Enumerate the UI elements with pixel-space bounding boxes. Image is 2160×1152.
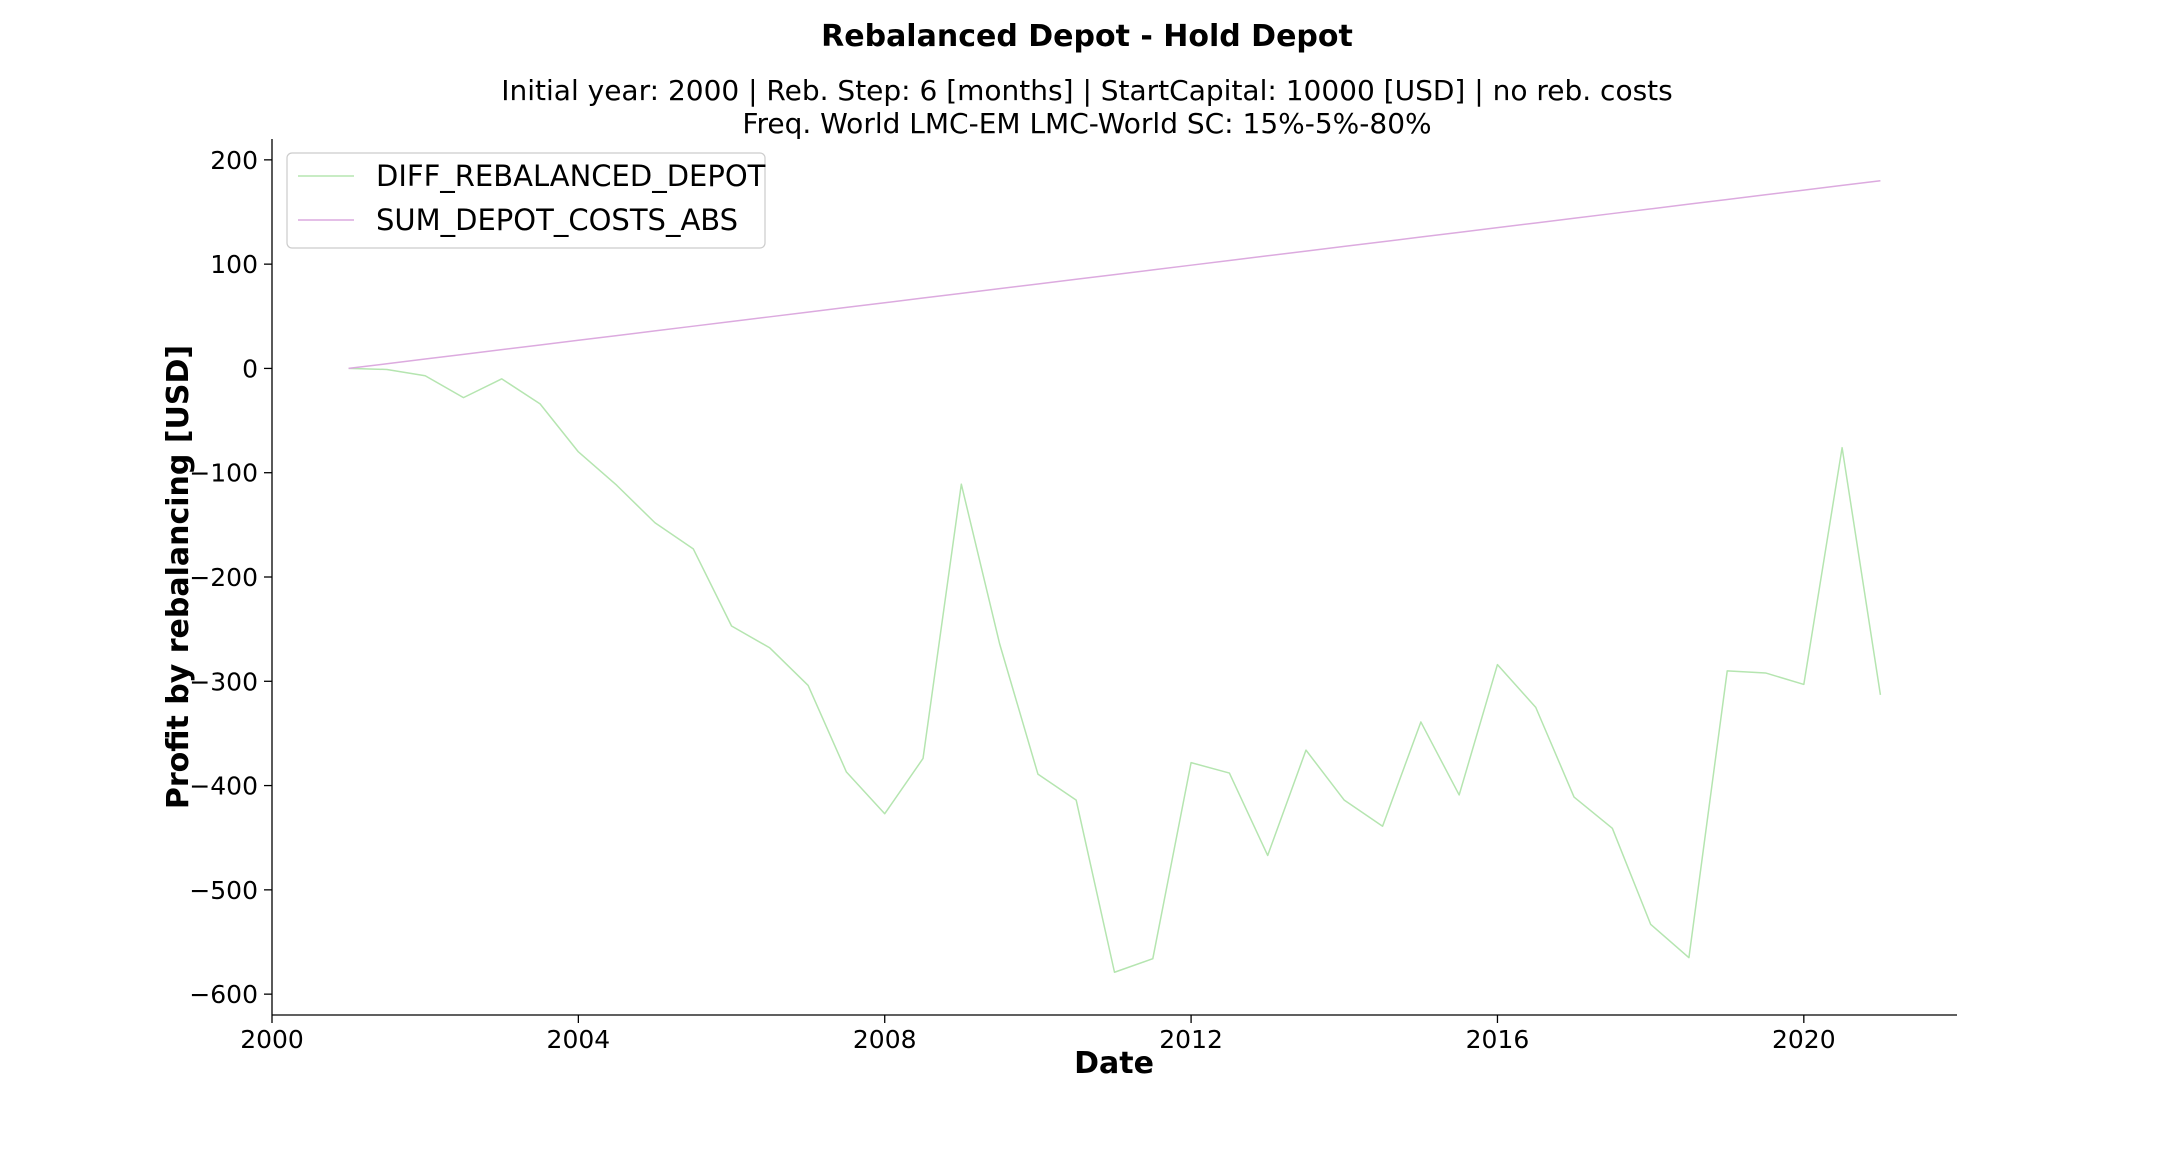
y-axis-label: Profit by rebalancing [USD] [161,345,196,809]
legend-label-sum-depot-costs-abs: SUM_DEPOT_COSTS_ABS [376,203,738,237]
legend: DIFF_REBALANCED_DEPOT SUM_DEPOT_COSTS_AB… [286,152,766,249]
x-axis-ticks: 2000 2004 2008 2012 2016 2020 [240,1015,1836,1054]
legend-frame [286,152,766,249]
y-tick-label: 100 [210,250,258,279]
series-layer [348,179,1882,973]
y-tick-label: −500 [189,876,258,905]
series-line-sum-depot-costs-abs [348,179,1881,370]
x-tick-label: 2020 [1772,1025,1836,1054]
y-tick-label: −400 [189,772,258,801]
y-tick-label: 0 [242,354,258,383]
x-tick-label: 2008 [853,1025,917,1054]
y-axis-ticks: 200 100 0 −100 −200 −300 −400 −500 −600 [189,146,272,1009]
legend-label-diff-rebalanced-depot: DIFF_REBALANCED_DEPOT [376,159,766,193]
chart-subtitle-line-1: Initial year: 2000 | Reb. Step: 6 [month… [501,74,1672,107]
x-tick-label: 2004 [547,1025,611,1054]
y-tick-label: −100 [189,459,258,488]
x-axis-label: Date [1074,1046,1154,1081]
y-tick-label: 200 [210,146,258,175]
chart-title: Rebalanced Depot - Hold Depot [821,19,1353,54]
chart-subtitle-line-2: Freq. World LMC-EM LMC-World SC: 15%-5%-… [742,107,1431,140]
y-tick-label: −300 [189,667,258,696]
series-line-diff-rebalanced-depot [348,367,1882,973]
x-tick-label: 2016 [1466,1025,1530,1054]
x-tick-label: 2012 [1159,1025,1223,1054]
x-tick-label: 2000 [240,1025,304,1054]
plot-area: 200 100 0 −100 −200 −300 −400 −500 −600 2000 2004… [189,139,1957,1054]
y-tick-label: −600 [189,980,258,1009]
y-tick-label: −200 [189,563,258,592]
